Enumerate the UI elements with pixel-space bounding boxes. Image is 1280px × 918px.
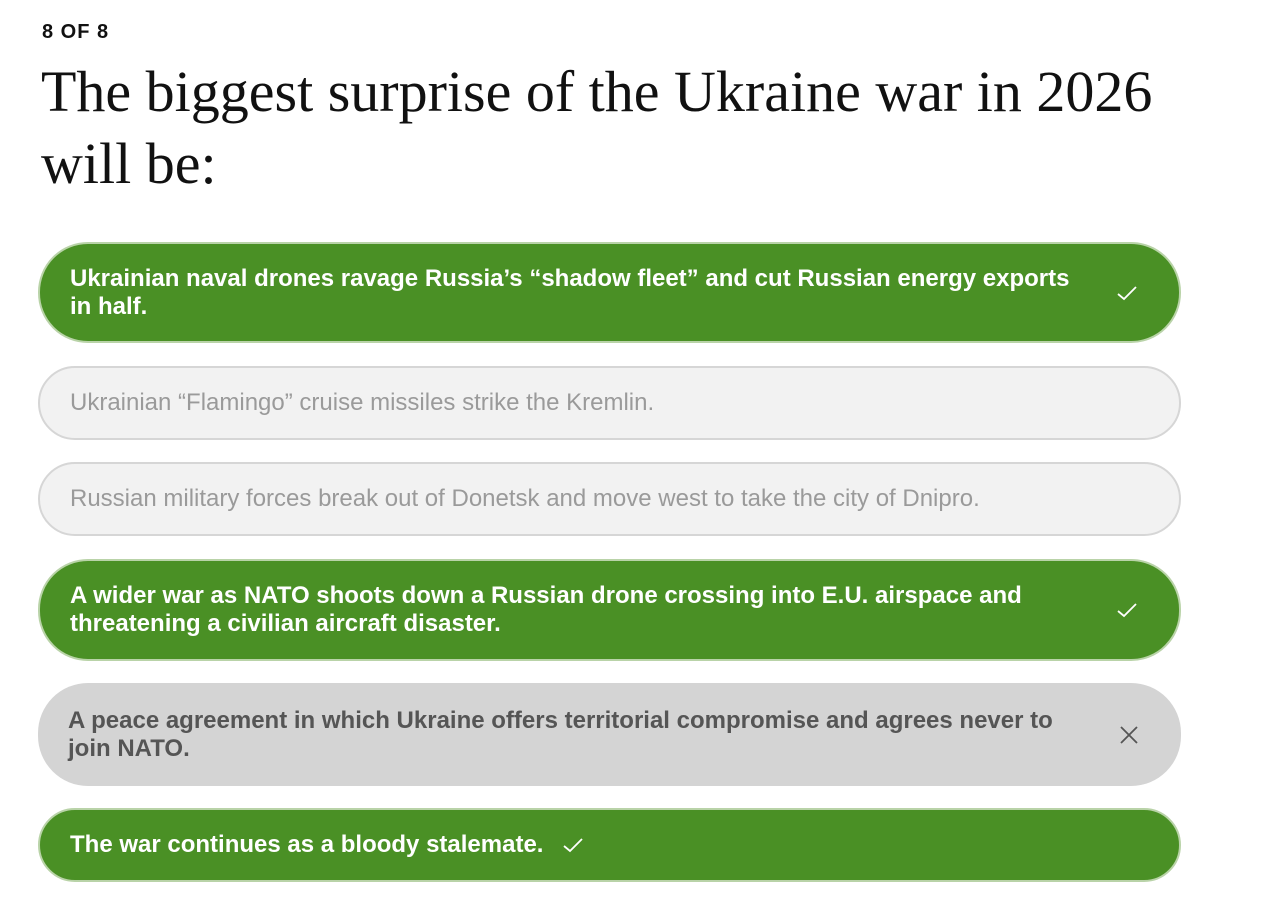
- option-text: Ukrainian “Flamingo” cruise missiles str…: [70, 389, 655, 416]
- answer-option-1[interactable]: Ukrainian naval drones ravage Russia’s “…: [38, 242, 1181, 343]
- answer-option-4[interactable]: A wider war as NATO shoots down a Russia…: [38, 559, 1181, 661]
- answer-option-2[interactable]: Ukrainian “Flamingo” cruise missiles str…: [38, 366, 1181, 440]
- option-text: Ukrainian naval drones ravage Russia’s “…: [70, 264, 1070, 320]
- answer-option-6[interactable]: The war continues as a bloody stalemate.: [38, 808, 1181, 882]
- check-icon: [563, 838, 584, 853]
- check-icon: [1117, 285, 1137, 300]
- option-text: A wider war as NATO shoots down a Russia…: [70, 582, 1022, 637]
- question-title: The biggest surprise of the Ukraine war …: [41, 59, 1153, 196]
- question-counter: 8 OF 8: [42, 21, 110, 43]
- option-text: The war continues as a bloody stalemate.: [70, 831, 544, 858]
- x-icon: [1120, 725, 1138, 744]
- option-text: A peace agreement in which Ukraine offer…: [68, 706, 1053, 762]
- check-icon: [1117, 603, 1137, 618]
- answer-option-5[interactable]: A peace agreement in which Ukraine offer…: [38, 683, 1181, 786]
- answer-option-3[interactable]: Russian military forces break out of Don…: [38, 462, 1181, 536]
- option-text: Russian military forces break out of Don…: [70, 485, 980, 512]
